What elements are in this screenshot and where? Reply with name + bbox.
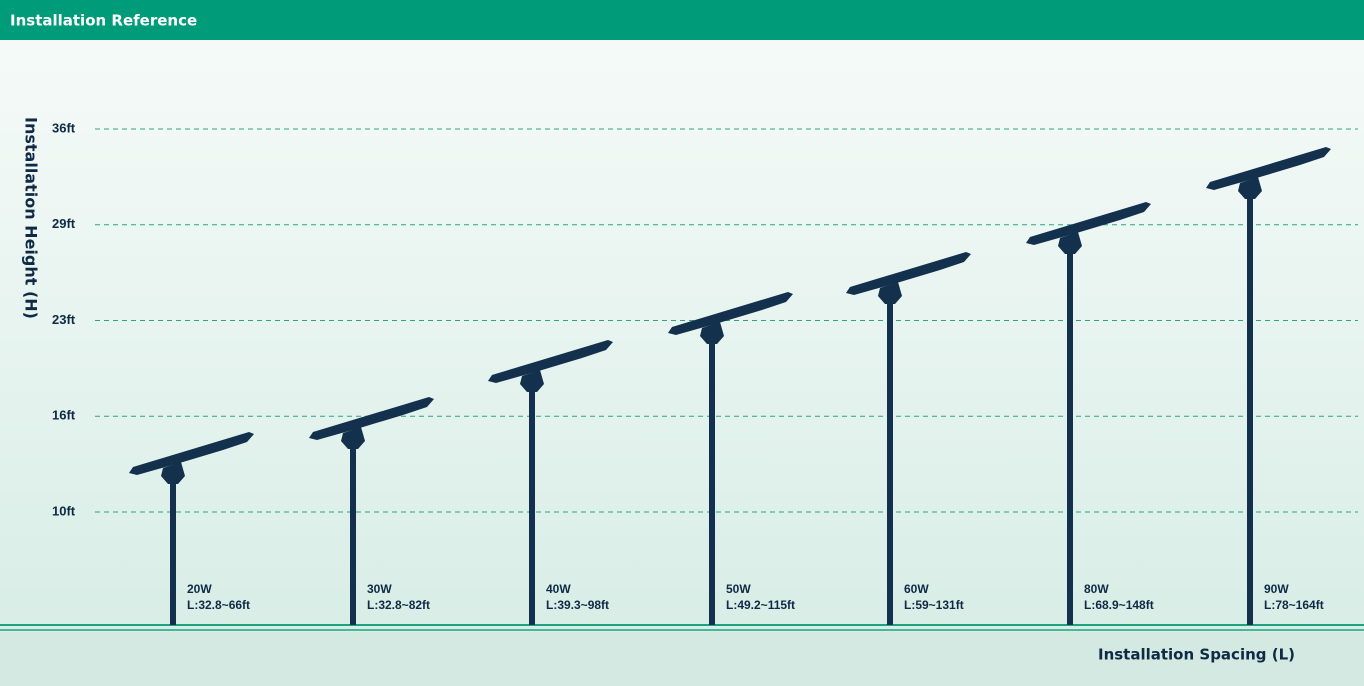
pole (1247, 191, 1253, 625)
spacing-label: L:68.9~148ft (1084, 598, 1154, 612)
solar-panel (488, 340, 613, 383)
lamp-mount (700, 322, 724, 344)
lamp-mount (161, 462, 185, 484)
y-tick-label: 10ft (52, 503, 76, 518)
spacing-label: L:78~164ft (1264, 598, 1324, 612)
pole (529, 384, 535, 625)
y-tick-label: 23ft (52, 312, 76, 327)
lamp-mount (520, 370, 544, 392)
pole (1067, 246, 1073, 625)
power-label: 60W (904, 582, 929, 596)
lamp-mount (1058, 232, 1082, 254)
y-tick-label: 36ft (52, 120, 76, 135)
power-label: 80W (1084, 582, 1109, 596)
power-label: 20W (187, 582, 212, 596)
y-tick-label: 29ft (52, 216, 76, 231)
solar-panel (129, 432, 254, 475)
y-axis-label: Installation Height (H) (22, 117, 41, 319)
solar-panel (309, 397, 434, 440)
x-axis-label: Installation Spacing (L) (1098, 646, 1295, 664)
power-label: 40W (546, 582, 571, 596)
header-title: Installation Reference (10, 12, 197, 30)
lamp-mount (1238, 177, 1262, 199)
solar-panel (1206, 147, 1331, 190)
power-label: 50W (726, 582, 751, 596)
spacing-label: L:32.8~82ft (367, 598, 430, 612)
spacing-label: L:39.3~98ft (546, 598, 609, 612)
spacing-label: L:59~131ft (904, 598, 964, 612)
y-tick-label: 16ft (52, 408, 76, 423)
ground-strip (0, 632, 1364, 686)
power-label: 90W (1264, 582, 1289, 596)
solar-panel (668, 292, 793, 335)
solar-panel (1026, 202, 1151, 245)
lamp-mount (878, 282, 902, 304)
pole (709, 336, 715, 625)
spacing-label: L:49.2~115ft (726, 598, 795, 612)
pole (350, 441, 356, 625)
solar-panel (846, 252, 971, 295)
lamp-mount (341, 427, 365, 449)
pole (170, 476, 176, 625)
spacing-label: L:32.8~66ft (187, 598, 250, 612)
pole (887, 296, 893, 625)
power-label: 30W (367, 582, 392, 596)
header-bar (0, 0, 1364, 40)
